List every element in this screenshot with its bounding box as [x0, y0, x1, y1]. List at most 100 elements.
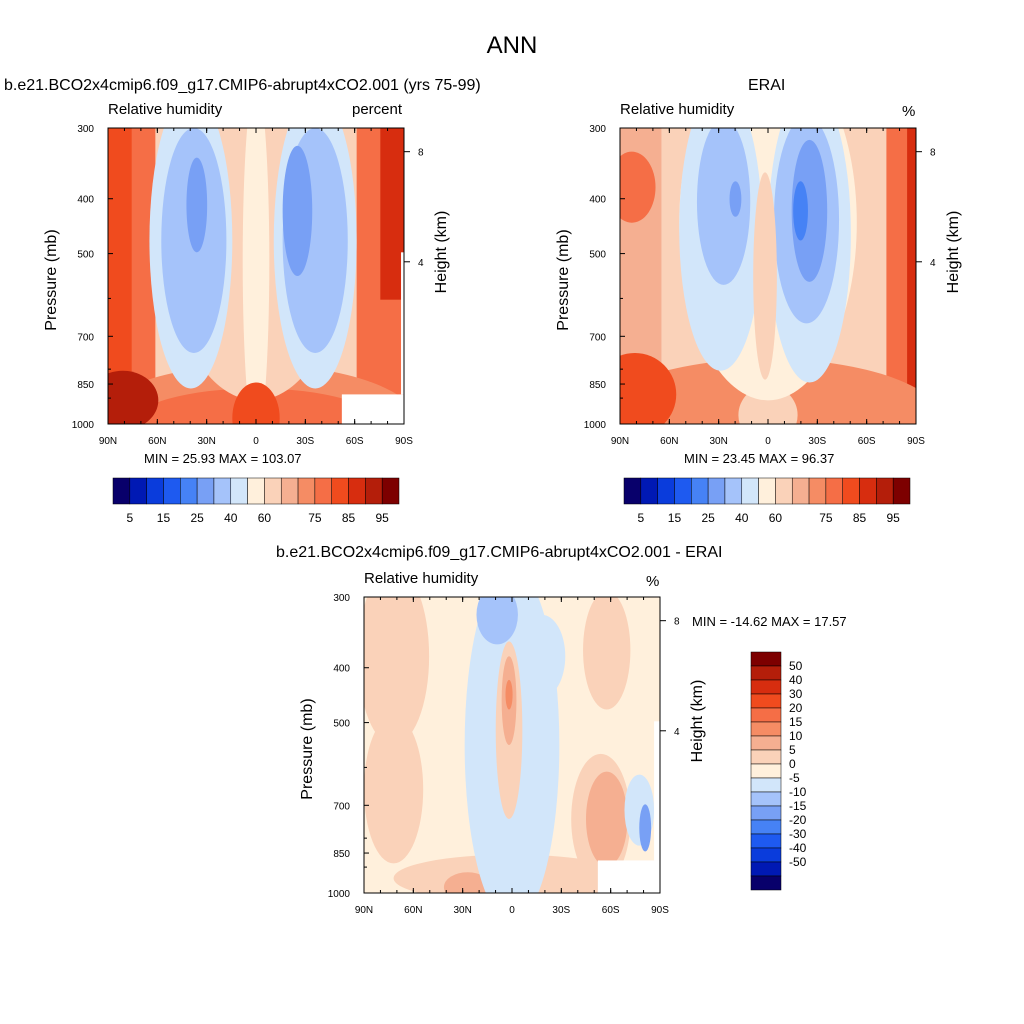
figure-title: ANN	[486, 32, 538, 59]
diff-colorbar-label: -50	[789, 855, 807, 869]
model-colorbar-label: 25	[190, 511, 204, 525]
obs-colorbar-box	[640, 477, 658, 505]
model-xtick-label: 60S	[346, 436, 364, 447]
diff-colorbar-label: -10	[789, 785, 807, 799]
diff-colorbar-box	[750, 777, 782, 793]
model-colorbar-box	[213, 477, 232, 505]
diff-colorbar-box	[750, 749, 782, 765]
diff-fill-sh-upper	[583, 597, 631, 710]
diff-xtick-label: 60N	[404, 905, 422, 916]
model-colorbar-label: 40	[224, 511, 238, 525]
model-fill-sh-dry-core	[282, 145, 313, 276]
obs-colorbar-box	[775, 477, 793, 505]
diff-xtick-label: 0	[509, 905, 515, 916]
diff-ytick-label: 500	[333, 719, 350, 730]
diff-colorbar-label: 30	[789, 687, 803, 701]
obs-colorbar-label: 85	[853, 511, 867, 525]
model-colorbar-box	[146, 477, 164, 505]
model-axes: 300 400 500 700 850 1000 90N 60N 30N 0 30S 60S 90S 8 4…	[43, 124, 450, 447]
obs-colorbar-box	[859, 477, 877, 505]
diff-colorbar-label: 20	[789, 701, 803, 715]
diff-fill-sh-dry-2	[639, 804, 652, 852]
model-colorbar-label: 85	[342, 511, 356, 525]
diff-colorbar-box	[750, 791, 782, 807]
obs-fill-sh-dry-core	[793, 181, 808, 241]
model-xtick-label: 30S	[296, 436, 314, 447]
diff-colorbar-label: -5	[789, 771, 800, 785]
obs-fill-nh-dry-core	[729, 181, 742, 217]
diff-fill-nh-patch-1	[364, 597, 430, 745]
obs-fill-eq-column	[753, 172, 777, 380]
colorbars: 5 15 25 40 60 75 85 95 5 15 25 40 60 75 85 955040302015…	[112, 477, 911, 891]
model-left-string: Relative humidity	[108, 101, 223, 118]
model-colorbar-box	[247, 477, 265, 505]
model-colorbar-box	[314, 477, 332, 505]
diff-minmax: MIN = -14.62 MAX = 17.57	[692, 614, 847, 629]
obs-minmax: MIN = 23.45 MAX = 96.37	[684, 451, 835, 466]
obs-axes: 300 400 500 700 850 1000 90N 60N 30N 0 30S 60S 90S 8 4…	[555, 124, 962, 447]
model-missing-surface	[341, 394, 404, 424]
diff-colorbar-box	[750, 763, 782, 779]
obs-colorbar-box	[623, 477, 642, 505]
obs-colorbar-box	[758, 477, 776, 505]
diff-colorbar-box	[750, 875, 782, 891]
obs-y2tick-label: 4	[930, 258, 936, 269]
diff-right-string: %	[646, 573, 660, 590]
obs-colorbar-box	[691, 477, 709, 505]
model-fill-eastedge-inner	[380, 128, 404, 300]
model-colorbar-box	[381, 477, 400, 505]
obs-fill-nw-patch	[620, 151, 656, 223]
model-ytick-label: 1000	[72, 420, 95, 431]
model-y2label: Height (km)	[433, 211, 450, 294]
obs-xtick-label: 90N	[611, 436, 629, 447]
model-colorbar-box	[264, 477, 282, 505]
obs-xtick-label: 90S	[907, 436, 925, 447]
obs-colorbar-box	[657, 477, 675, 505]
diff-fill-eq-peak	[505, 679, 513, 710]
model-y2tick-label: 4	[418, 258, 424, 269]
obs-colorbar-box	[791, 477, 810, 505]
diff-left-string: Relative humidity	[364, 570, 479, 587]
obs-colorbar: 5 15 25 40 60 75 85 95	[623, 477, 911, 525]
diff-missing-surface	[597, 860, 660, 893]
obs-ytick-label: 300	[589, 124, 606, 135]
obs-fill-nh-dry	[696, 128, 751, 285]
model-colorbar-label: 60	[258, 511, 272, 525]
obs-panel-title: ERAI	[748, 77, 786, 94]
diff-ytick-label: 850	[333, 849, 350, 860]
obs-xtick-label: 60N	[660, 436, 678, 447]
model-colorbar-box	[230, 477, 248, 505]
model-fill-eq-surface	[232, 382, 280, 424]
diff-fill-top-dry-2	[517, 614, 566, 698]
diff-colorbar-label: 0	[789, 757, 796, 771]
diff-colorbar-label: 15	[789, 715, 803, 729]
diff-ytick-label: 700	[333, 801, 350, 812]
diff-colorbar-box	[750, 819, 782, 835]
model-xtick-label: 90N	[99, 436, 117, 447]
obs-fill-sw-corner	[620, 352, 677, 424]
diff-colorbar-label: 40	[789, 673, 803, 687]
obs-right-string: %	[902, 103, 916, 120]
diff-xtick-label: 30N	[453, 905, 471, 916]
diff-colorbar-box	[750, 847, 782, 863]
diff-colorbar-box	[750, 861, 782, 877]
obs-ytick-label: 700	[589, 332, 606, 343]
diff-colorbar-label: -15	[789, 799, 807, 813]
diff-fill-nh-patch-2	[364, 715, 424, 864]
model-fill-nh-dry-core	[186, 157, 208, 253]
diff-fill-bottom-core	[443, 872, 492, 893]
model-colorbar-box	[280, 477, 299, 505]
obs-xtick-label: 30N	[709, 436, 727, 447]
diff-panel-title: b.e21.BCO2x4cmip6.f09_g17.CMIP6-abrupt4x…	[276, 544, 723, 561]
diff-colorbar-label: -30	[789, 827, 807, 841]
diff-xtick-label: 90S	[651, 905, 669, 916]
diff-colorbar-box	[750, 805, 782, 821]
model-ytick-label: 500	[77, 250, 94, 261]
model-contour-field	[108, 128, 404, 424]
diff-colorbar-box	[750, 721, 782, 737]
diff-axes: 300 400 500 700 850 1000 90N 60N 30N 0 30S 60S 90S 8 4…	[299, 593, 706, 916]
model-colorbar-label: 95	[375, 511, 389, 525]
obs-xtick-label: 0	[765, 436, 771, 447]
model-ylabel: Pressure (mb)	[43, 229, 60, 330]
obs-contour-field	[620, 128, 916, 424]
